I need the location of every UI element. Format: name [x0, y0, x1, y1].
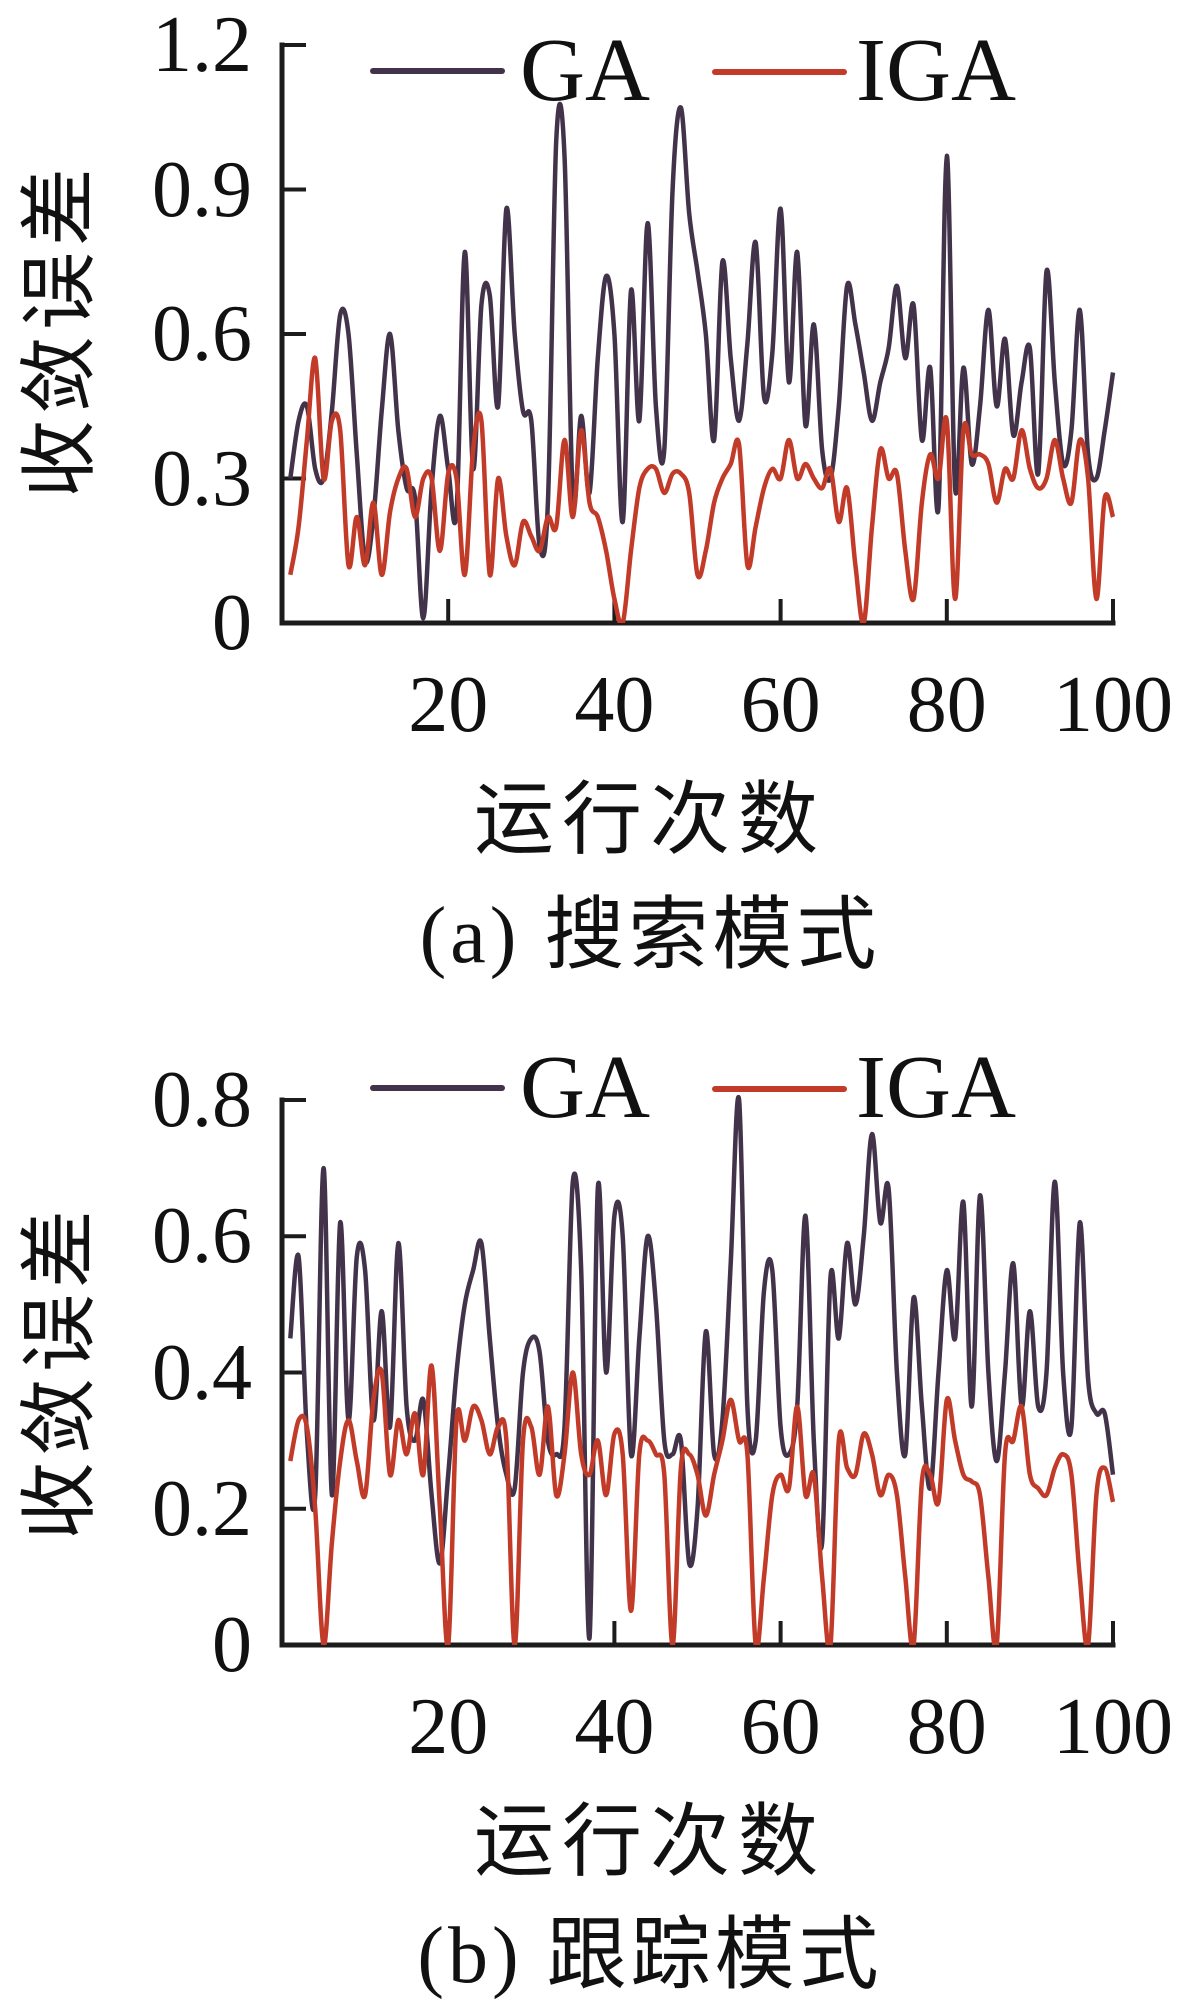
x-axis-label: 运行次数: [474, 777, 826, 865]
axis-lines: [279, 42, 1116, 626]
legend-ga-line-swatch: [370, 1085, 505, 1091]
y-tick-label: 0.9: [152, 145, 252, 234]
y-tick-label: 0.2: [152, 1464, 252, 1553]
legend-iga-label: IGA: [856, 21, 1016, 120]
series-line-ga: [288, 1095, 1116, 1641]
series-line-iga: [288, 355, 1116, 623]
y-tick-label: 0.6: [152, 1192, 252, 1281]
x-tick-label: 20: [408, 661, 489, 749]
y-tick-label: 0.6: [152, 290, 252, 378]
legend-ga-label: GA: [520, 21, 650, 120]
axis-lines: [279, 1097, 1116, 1648]
legend-iga-label: IGA: [856, 1038, 1016, 1137]
series-line-iga: [288, 1363, 1116, 1645]
x-tick-label: 100: [1053, 661, 1173, 749]
y-tick-label: 0.4: [152, 1328, 252, 1417]
y-tick-label: 0.3: [152, 434, 252, 523]
x-tick-label: 20: [408, 1683, 489, 1771]
caption-a: (a) 搜索模式: [419, 892, 881, 980]
y-tick-label: 0: [212, 579, 252, 667]
legend-iga-line-swatch: [712, 69, 847, 75]
x-tick-label: 40: [574, 1683, 655, 1771]
legend-iga-line-swatch: [712, 1086, 847, 1092]
x-tick-label: 40: [574, 661, 655, 749]
x-axis-label: 运行次数: [474, 1799, 826, 1887]
x-tick-label: 60: [740, 661, 821, 749]
x-tick-label: 60: [740, 1683, 821, 1771]
y-tick-label: 1.2: [152, 1, 252, 89]
x-tick-label: 100: [1053, 1683, 1173, 1771]
x-tick-label: 80: [906, 661, 987, 749]
plot-area-b: [279, 1095, 1116, 1648]
x-tick-label: 80: [906, 1683, 987, 1771]
y-tick-label: 0.8: [152, 1056, 252, 1144]
y-tick-label: 0: [212, 1601, 252, 1689]
caption-b: (b) 跟踪模式: [417, 1912, 883, 2000]
legend-ga-label: GA: [520, 1038, 650, 1137]
legend-ga-line-swatch: [370, 68, 505, 74]
plot-area-a: [279, 42, 1116, 626]
series-line-ga: [288, 101, 1116, 621]
